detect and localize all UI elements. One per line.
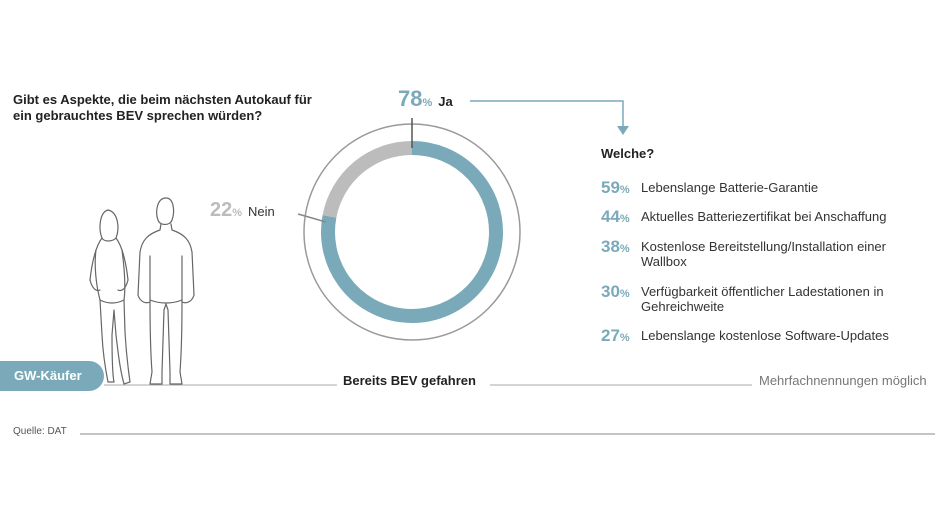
- source-note: Quelle: DAT: [13, 426, 67, 437]
- aspect-label: Lebenslange Batterie-Garantie: [641, 180, 819, 195]
- aspect-label: Aktuelles Batteriezertifikat bei Anschaf…: [641, 209, 887, 224]
- mehrfachnennungen-note: Mehrfachnennungen möglich: [759, 373, 927, 388]
- no-label: 22% Nein: [210, 199, 275, 222]
- aspect-value: 44%: [601, 207, 630, 226]
- aspect-value: 59%: [601, 178, 630, 197]
- aspect-label: Kostenlose Bereitstellung/Installation e…: [641, 239, 886, 269]
- donut-segment-ja: [321, 141, 503, 323]
- aspect-item: 59% Lebenslange Batterie-Garantie: [601, 179, 931, 199]
- donut-segment-nein: [322, 141, 413, 218]
- aspect-value: 30%: [601, 282, 630, 301]
- no-value: 22: [210, 199, 233, 221]
- bev-label: Bereits BEV gefahren: [343, 373, 476, 388]
- aspect-item: 38% Kostenlose Bereitstellung/Installati…: [601, 238, 931, 269]
- aspect-item: 44% Aktuelles Batteriezertifikat bei Ans…: [601, 208, 931, 228]
- no-text: Nein: [248, 204, 275, 219]
- aspect-value: 27%: [601, 326, 630, 345]
- aspect-label: Lebenslange kostenlose Software-Updates: [641, 328, 889, 343]
- yes-unit: %: [422, 97, 433, 109]
- yes-arrow-line: [470, 100, 624, 128]
- no-unit: %: [232, 207, 243, 219]
- yes-text: Ja: [438, 94, 453, 109]
- yes-value: 78: [398, 86, 423, 111]
- aspect-label: Verfügbarkeit öffentlicher Ladestationen…: [641, 284, 884, 314]
- aspect-value: 38%: [601, 237, 630, 256]
- aspect-item: 30% Verfügbarkeit öffentlicher Ladestati…: [601, 283, 931, 314]
- gw-kaeufer-badge: GW-Käufer: [0, 361, 104, 391]
- yes-label: 78% Ja: [398, 86, 453, 112]
- donut-outer-ring: [303, 123, 521, 341]
- yes-arrow-head: [617, 126, 629, 135]
- survey-question: Gibt es Aspekte, die beim nächsten Autok…: [13, 92, 312, 123]
- aspect-item: 27% Lebenslange kostenlose Software-Upda…: [601, 327, 931, 347]
- no-leader-line: [297, 213, 327, 223]
- welche-title: Welche?: [601, 146, 655, 161]
- people-illustration: [89, 197, 195, 385]
